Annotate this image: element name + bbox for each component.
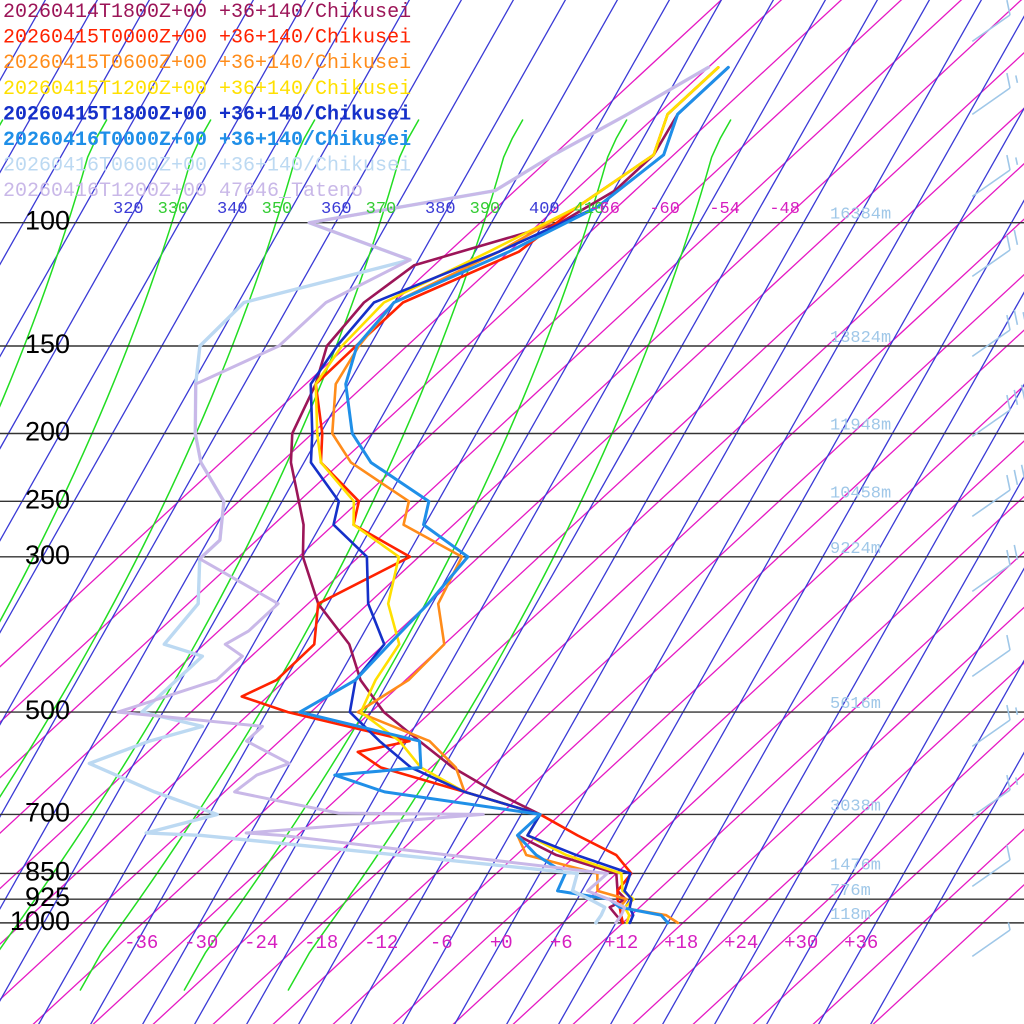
- svg-text:250: 250: [25, 484, 70, 514]
- svg-text:11948m: 11948m: [830, 416, 891, 435]
- svg-text:+0: +0: [490, 932, 513, 954]
- svg-text:20260416T1200Z+00 47646_Tateno: 20260416T1200Z+00 47646_Tateno: [3, 180, 363, 203]
- svg-text:+12: +12: [604, 932, 638, 954]
- svg-text:20260414T1800Z+00 +36+140/Chik: 20260414T1800Z+00 +36+140/Chikusei: [3, 1, 411, 24]
- svg-text:20260415T1800Z+00 +36+140/Chik: 20260415T1800Z+00 +36+140/Chikusei: [3, 103, 411, 126]
- svg-text:1476m: 1476m: [830, 856, 881, 875]
- svg-text:3038m: 3038m: [830, 797, 881, 816]
- svg-text:20260415T0600Z+00 +36+140/Chik: 20260415T0600Z+00 +36+140/Chikusei: [3, 52, 411, 75]
- svg-text:300: 300: [25, 540, 70, 570]
- svg-text:+18: +18: [664, 932, 698, 954]
- svg-text:100: 100: [25, 206, 70, 236]
- svg-text:-66: -66: [589, 200, 620, 219]
- svg-text:-36: -36: [124, 932, 158, 954]
- svg-text:118m: 118m: [830, 906, 871, 925]
- svg-text:-48: -48: [769, 200, 800, 219]
- svg-text:400: 400: [529, 200, 560, 219]
- svg-text:380: 380: [425, 200, 456, 219]
- svg-text:20260416T0600Z+00 +36+140/Chik: 20260416T0600Z+00 +36+140/Chikusei: [3, 155, 411, 178]
- svg-text:9224m: 9224m: [830, 540, 881, 559]
- svg-text:+6: +6: [550, 932, 573, 954]
- svg-text:390: 390: [470, 200, 501, 219]
- svg-text:700: 700: [25, 797, 70, 827]
- svg-text:-24: -24: [244, 932, 278, 954]
- svg-text:20260415T1200Z+00 +36+140/Chik: 20260415T1200Z+00 +36+140/Chikusei: [3, 78, 411, 101]
- svg-text:20260416T0000Z+00 +36+140/Chik: 20260416T0000Z+00 +36+140/Chikusei: [3, 129, 411, 152]
- svg-text:+30: +30: [784, 932, 818, 954]
- svg-text:-18: -18: [304, 932, 338, 954]
- svg-text:10458m: 10458m: [830, 484, 891, 503]
- svg-text:+24: +24: [724, 932, 758, 954]
- svg-text:-60: -60: [649, 200, 680, 219]
- svg-text:776m: 776m: [830, 882, 871, 901]
- svg-text:-30: -30: [184, 932, 218, 954]
- svg-text:500: 500: [25, 695, 70, 725]
- svg-text:16384m: 16384m: [830, 206, 891, 225]
- svg-text:150: 150: [25, 329, 70, 359]
- svg-text:-6: -6: [430, 932, 453, 954]
- svg-text:-54: -54: [709, 200, 740, 219]
- svg-text:-12: -12: [364, 932, 398, 954]
- svg-text:5616m: 5616m: [830, 695, 881, 714]
- svg-text:1000: 1000: [10, 906, 70, 936]
- svg-text:20260415T0000Z+00 +36+140/Chik: 20260415T0000Z+00 +36+140/Chikusei: [3, 27, 411, 50]
- svg-text:200: 200: [25, 416, 70, 446]
- svg-text:+36: +36: [844, 932, 878, 954]
- svg-text:370: 370: [366, 200, 397, 219]
- svg-text:13824m: 13824m: [830, 329, 891, 348]
